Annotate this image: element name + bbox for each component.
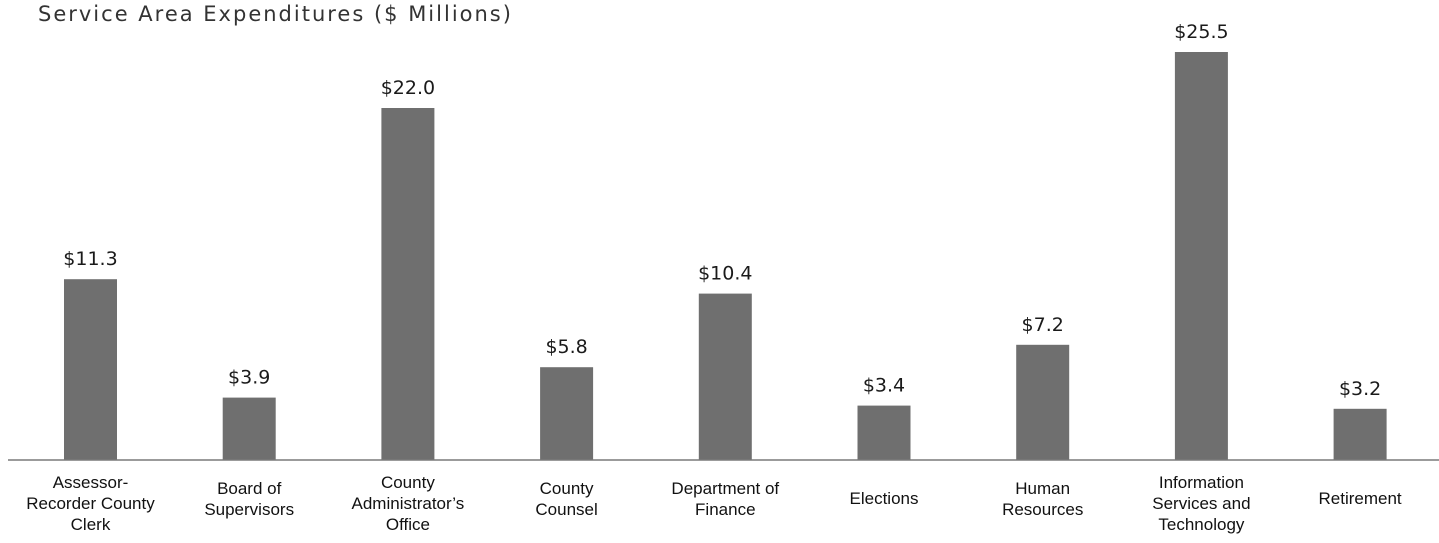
category-label-4: Department of Finance bbox=[671, 479, 779, 519]
category-label-8-line-0: Retirement bbox=[1319, 489, 1402, 508]
category-label-3-line-0: County bbox=[540, 479, 594, 498]
category-label-1: Board of Supervisors bbox=[204, 479, 294, 519]
data-label-4: $10.4 bbox=[698, 263, 752, 285]
bars-group bbox=[64, 52, 1387, 460]
category-label-2: County Administrator’s Office bbox=[352, 473, 465, 534]
bar-5 bbox=[857, 405, 911, 460]
category-label-6-line-0: Human bbox=[1015, 479, 1070, 498]
data-label-5: $3.4 bbox=[863, 375, 905, 397]
category-label-3-line-1: Counsel bbox=[535, 500, 597, 519]
category-label-2-line-1: Administrator’s bbox=[352, 494, 465, 513]
bar-4 bbox=[698, 293, 752, 460]
category-label-7-line-2: Technology bbox=[1158, 515, 1245, 534]
chart-title: Service Area Expenditures ($ Millions) bbox=[38, 2, 513, 26]
category-label-6: Human Resources bbox=[1002, 479, 1083, 519]
bar-3 bbox=[540, 367, 594, 460]
category-label-5: Elections bbox=[850, 489, 919, 508]
category-label-0: Assessor- Recorder County Clerk bbox=[26, 473, 155, 534]
bar-6 bbox=[1016, 344, 1070, 460]
category-label-8: Retirement bbox=[1319, 489, 1402, 508]
category-label-2-line-2: Office bbox=[386, 515, 430, 534]
data-label-1: $3.9 bbox=[228, 367, 270, 389]
category-label-2-line-0: County bbox=[381, 473, 435, 492]
category-label-7-line-1: Services and bbox=[1152, 494, 1250, 513]
data-label-3: $5.8 bbox=[545, 336, 587, 358]
data-label-2: $22.0 bbox=[381, 77, 435, 99]
category-label-0-line-0: Assessor- bbox=[53, 473, 129, 492]
bar-7 bbox=[1174, 52, 1228, 460]
category-label-0-line-1: Recorder County bbox=[26, 494, 155, 513]
data-labels-group: $11.3 $3.9 $22.0 $5.8 $10.4 $3.4 $7.2 $25.5 $3.2 bbox=[63, 21, 1381, 400]
bar-1 bbox=[222, 397, 276, 460]
category-label-0-line-2: Clerk bbox=[71, 515, 111, 534]
category-label-7-line-0: Information bbox=[1159, 473, 1244, 492]
category-label-5-line-0: Elections bbox=[850, 489, 919, 508]
data-label-7: $25.5 bbox=[1174, 21, 1228, 43]
category-label-4-line-1: Finance bbox=[695, 500, 755, 519]
category-label-7: Information Services and Technology bbox=[1152, 473, 1250, 534]
category-label-4-line-0: Department of bbox=[671, 479, 779, 498]
category-label-1-line-0: Board of bbox=[217, 479, 282, 498]
category-label-1-line-1: Supervisors bbox=[204, 500, 294, 519]
category-label-6-line-1: Resources bbox=[1002, 500, 1083, 519]
category-label-3: County Counsel bbox=[535, 479, 597, 519]
data-label-0: $11.3 bbox=[63, 248, 117, 270]
data-label-8: $3.2 bbox=[1339, 378, 1381, 400]
bar-8 bbox=[1333, 408, 1387, 460]
bar-0 bbox=[64, 279, 117, 460]
data-label-6: $7.2 bbox=[1022, 314, 1064, 336]
category-labels-group: Assessor- Recorder County Clerk Board of Sup… bbox=[26, 473, 1402, 534]
bar-2 bbox=[381, 108, 435, 460]
